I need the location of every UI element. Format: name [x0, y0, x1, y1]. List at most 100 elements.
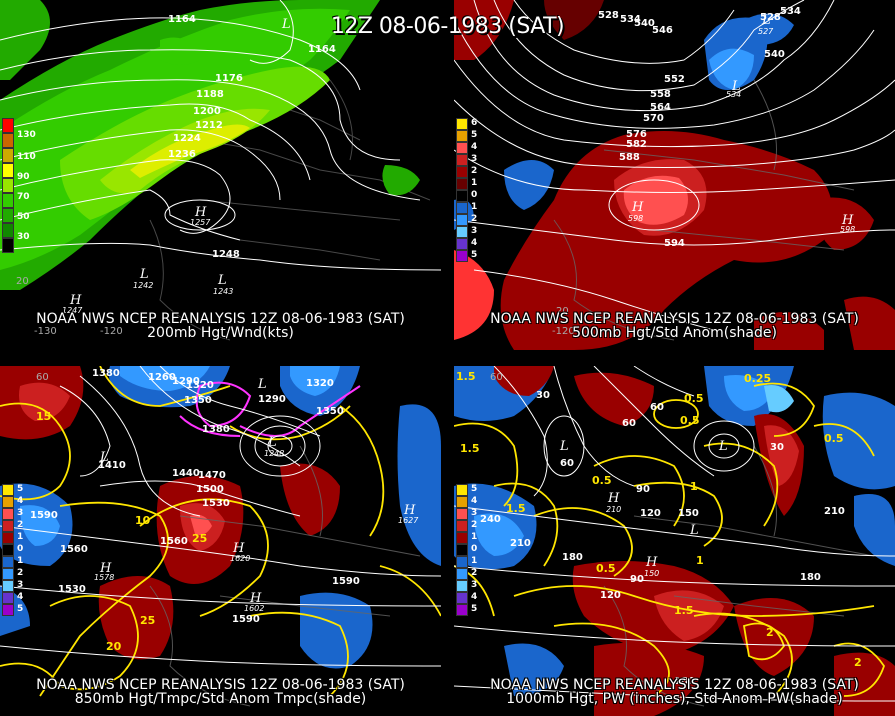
- low-pressure-marker: L: [761, 13, 771, 28]
- panel-subtitle: 200mb Hgt/Wnd(kts): [147, 325, 294, 341]
- contour-label: 1200: [193, 106, 221, 117]
- lat-label: 20: [16, 276, 29, 287]
- contour-label: 588: [619, 152, 640, 163]
- freezing-contour: [179, 415, 241, 437]
- wind-speed-legend: [2, 118, 14, 253]
- legend-label: 3: [471, 226, 478, 236]
- contour-label: 576: [626, 129, 647, 140]
- legend-label: 0: [471, 190, 478, 200]
- contour-label: 1560: [160, 536, 188, 547]
- map-borders: [553, 79, 855, 341]
- high-value-label: 150: [644, 569, 659, 578]
- low-pressure-marker: L: [99, 450, 109, 465]
- legend-label: 0: [471, 544, 478, 554]
- contour-label: 240: [480, 514, 501, 525]
- low-value-label: 1248: [264, 449, 284, 458]
- high-value-label: 1257: [190, 218, 211, 227]
- height-contours: [454, 0, 895, 331]
- high-value-label: 598: [840, 225, 855, 234]
- panel-500mb-height-anomaly: 528 534 540 546 528 534 540 552 558 564 …: [454, 0, 895, 350]
- legend-label: 6: [471, 118, 478, 128]
- contour-label: 1350: [316, 406, 344, 417]
- freezing-contour: [195, 381, 252, 428]
- legend-label: 1: [471, 178, 478, 188]
- legend-label: 2: [471, 166, 478, 176]
- contour-label: 552: [664, 74, 685, 85]
- map-1000mb: 30 60 60 90 120 150 180 210 240 210 180 …: [454, 366, 895, 716]
- contour-label: 1290: [258, 394, 286, 405]
- low-pressure-marker: L: [689, 523, 699, 538]
- pw-contours: [454, 382, 885, 697]
- legend-label: 5: [471, 250, 478, 260]
- contour-label: 1590: [232, 614, 260, 625]
- pw-label: 0.25: [744, 372, 771, 385]
- legend-label: 5: [471, 604, 478, 614]
- contour-label: 1236: [168, 149, 196, 160]
- pw-label: 1.5: [456, 370, 476, 383]
- contour-label: 1380: [202, 424, 230, 435]
- contour-label: 1260: [148, 372, 176, 383]
- pw-label: 1: [696, 554, 704, 567]
- legend-label: 50: [17, 212, 30, 222]
- panel-caption: NOAA NWS NCEP REANALYSIS 12Z 08-06-1983 …: [36, 311, 405, 327]
- jet-stream-shading: [0, 0, 420, 290]
- map-850mb: 1380 1260 1290 1320 1350 1380 1290 1320 …: [0, 366, 441, 707]
- contour-label: 120: [600, 590, 621, 601]
- pw-label: 0.5: [680, 414, 700, 427]
- legend-label: 2: [17, 520, 24, 530]
- pw-label: 1.5: [460, 442, 480, 455]
- contour-label: 1470: [198, 470, 226, 481]
- high-pressure-marker: H: [69, 293, 82, 308]
- low-pressure-marker: L: [217, 273, 227, 288]
- low-pressure-marker: L: [718, 439, 728, 454]
- legend-label: 5: [471, 484, 478, 494]
- legend-label: 4: [471, 496, 478, 506]
- contour-label: 30: [770, 442, 784, 453]
- contour-label: 1188: [196, 89, 224, 100]
- low-pressure-marker: L: [257, 377, 267, 392]
- map-title: 12Z 08-06-1983 (SAT): [330, 14, 565, 39]
- legend-label: 3: [471, 508, 478, 518]
- legend-label: 1: [17, 532, 24, 542]
- map-500mb: 528 534 540 546 528 534 540 552 558 564 …: [454, 0, 895, 350]
- anomaly-shading: [0, 366, 441, 669]
- pw-label: 0.5: [592, 474, 612, 487]
- low-value-label: 527: [758, 27, 774, 36]
- legend-label: 1: [471, 202, 478, 212]
- temperature-label: 25: [192, 532, 207, 545]
- contour-label: 564: [650, 102, 671, 113]
- legend-label: 1: [17, 556, 24, 566]
- contour-label: 30: [536, 390, 550, 401]
- height-contours: [0, 366, 441, 667]
- lon-label: -120: [552, 326, 575, 337]
- lat-label: 60: [490, 372, 503, 383]
- contour-label: 60: [650, 402, 664, 413]
- contour-label: 1440: [172, 468, 200, 479]
- height-contours: [454, 366, 895, 702]
- height-contours: [0, 0, 441, 271]
- anomaly-legend: [456, 484, 468, 616]
- high-pressure-marker: H: [194, 205, 207, 220]
- map-borders: [149, 445, 421, 707]
- panel-subtitle: 850mb Hgt/Tmpc/Std Anom Tmpc(shade): [74, 691, 367, 707]
- pw-label: 1.5: [506, 502, 526, 515]
- legend-label: 2: [17, 568, 24, 578]
- contour-label: 1164: [308, 44, 336, 55]
- high-pressure-marker: H: [645, 555, 658, 570]
- legend-label: 4: [471, 238, 478, 248]
- legend-label: 110: [17, 152, 36, 162]
- lon-label: -130: [34, 326, 57, 337]
- contour-label: 558: [650, 89, 671, 100]
- legend-label: 130: [17, 130, 36, 140]
- panel-subtitle: 500mb Hgt/Std Anom(shade): [572, 325, 777, 341]
- pw-label: 1: [690, 480, 698, 493]
- lon-label: -120: [100, 326, 123, 337]
- contour-label: 1224: [173, 133, 201, 144]
- pw-label: 2: [766, 626, 774, 639]
- pw-label: 2: [854, 656, 862, 669]
- high-value-label: 1627: [398, 516, 419, 525]
- contour-label: 1530: [202, 498, 230, 509]
- high-pressure-marker: H: [99, 561, 112, 576]
- legend-label: 4: [17, 592, 24, 602]
- high-value-label: 1602: [244, 604, 264, 613]
